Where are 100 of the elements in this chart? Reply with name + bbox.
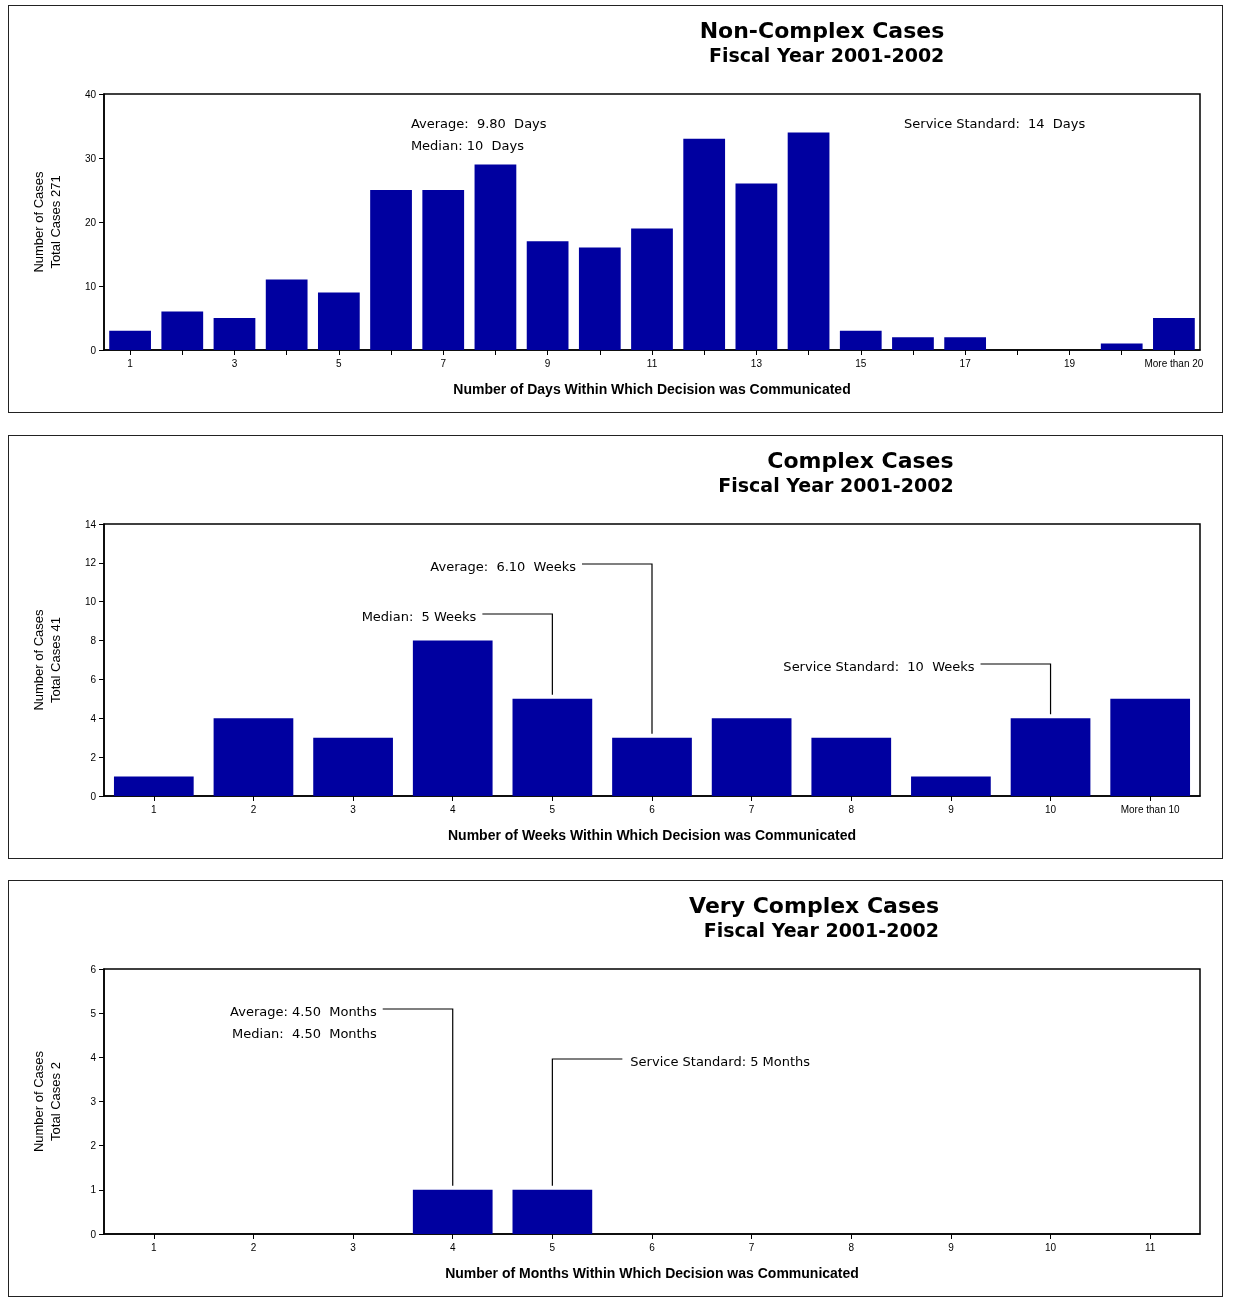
x-tick-label: 15 — [855, 357, 867, 369]
bar — [944, 337, 987, 350]
y-tick-label: 12 — [84, 557, 97, 569]
annotation: Service Standard: 14 Days — [904, 115, 1086, 131]
y-axis-title: Number of Cases Total Cases 271 — [31, 170, 63, 273]
y-axis-title: Number of Cases Total Cases 41 — [31, 608, 63, 711]
annotation: Service Standard: 10 Weeks — [783, 658, 975, 674]
y-tick-label: 0 — [90, 344, 97, 356]
y-tick-label: 10 — [84, 596, 97, 608]
y-tick-label: 4 — [90, 712, 97, 724]
bar — [412, 640, 493, 796]
y-tick-label: 2 — [90, 751, 97, 763]
bar — [113, 776, 194, 796]
y-axis-title: Number of Cases Total Cases 2 — [31, 1050, 63, 1153]
bar — [422, 190, 465, 350]
x-tick-label: 4 — [449, 1241, 456, 1253]
x-tick-label: 8 — [848, 803, 855, 815]
x-tick-label: 3 — [231, 357, 238, 369]
bar — [631, 228, 673, 350]
x-tick-label: 17 — [959, 357, 972, 369]
y-tick-label: 3 — [90, 1096, 97, 1107]
x-tick-label: 7 — [748, 1241, 755, 1253]
annotation: Average: 4.50 Months Median: 4.50 Months — [230, 1003, 377, 1041]
y-tick-label: 8 — [90, 635, 97, 647]
y-tick-label: 10 — [84, 280, 97, 292]
y-tick-label: 14 — [84, 518, 97, 530]
x-tick-label: 5 — [549, 803, 556, 815]
y-tick-label: 20 — [84, 216, 97, 228]
bar — [213, 318, 256, 350]
chart-title: Non-Complex Cases — [699, 17, 945, 43]
x-tick-label: 2 — [250, 1241, 257, 1253]
x-tick-label: 5 — [336, 357, 343, 369]
bar — [1100, 343, 1143, 350]
y-tick-label: 6 — [90, 963, 97, 975]
x-tick-label: 10 — [1044, 1241, 1057, 1253]
bar — [161, 311, 204, 350]
bar — [526, 241, 569, 350]
x-tick-label: 11 — [646, 357, 658, 369]
bar — [787, 132, 830, 350]
bar — [1010, 718, 1091, 796]
annotation: Average: 6.10 Weeks — [430, 558, 577, 574]
bar — [213, 718, 294, 796]
bar — [711, 718, 792, 796]
x-tick-label: 9 — [948, 803, 955, 815]
x-tick-label: 6 — [649, 803, 656, 815]
bar — [892, 337, 934, 350]
y-tick-label: 0 — [90, 790, 97, 802]
x-tick-label: 19 — [1063, 357, 1076, 369]
x-axis-title: Number of Months Within Which Decision was Communicated — [445, 1265, 859, 1281]
x-tick-label: 9 — [544, 357, 551, 369]
x-tick-label: 1 — [151, 803, 158, 815]
y-tick-label: 6 — [90, 673, 97, 685]
x-tick-label: 4 — [449, 803, 456, 815]
bar — [265, 279, 308, 350]
x-tick-label: 6 — [649, 1241, 656, 1253]
bar — [578, 247, 621, 350]
bar — [370, 190, 412, 350]
y-tick-label: 1 — [90, 1184, 97, 1196]
x-tick-label: 1 — [127, 357, 134, 369]
x-tick-label: 5 — [549, 1241, 556, 1253]
bar — [109, 330, 151, 350]
bar — [612, 737, 692, 796]
bar — [911, 776, 991, 796]
chart-title: Very Complex Cases — [689, 892, 940, 918]
x-tick-label: 10 — [1044, 803, 1057, 815]
bar — [317, 292, 360, 350]
x-tick-label: 2 — [250, 803, 257, 815]
x-tick-label: More than 10 — [1120, 803, 1181, 815]
bar — [735, 183, 778, 350]
x-tick-label: 3 — [350, 803, 357, 815]
bar — [839, 330, 882, 350]
chart-subtitle: Fiscal Year 2001-2002 — [718, 473, 954, 496]
bar — [683, 138, 726, 350]
y-tick-label: 0 — [90, 1228, 97, 1240]
annotation: Average: 9.80 Days Median: 10 Days — [410, 115, 547, 153]
bar — [1110, 698, 1191, 796]
x-tick-label: 8 — [848, 1241, 855, 1253]
x-tick-label: 3 — [350, 1241, 357, 1253]
x-tick-label: 7 — [440, 357, 447, 369]
x-tick-label: 13 — [750, 357, 763, 369]
bar — [474, 164, 517, 350]
bar — [811, 737, 892, 796]
annotation: Service Standard: 5 Months — [630, 1053, 811, 1069]
bar — [1153, 318, 1195, 350]
chart-title: Complex Cases — [767, 447, 954, 473]
x-tick-label: More than 20 — [1144, 357, 1204, 369]
x-tick-label: 11 — [1144, 1241, 1156, 1253]
x-axis-title: Number of Weeks Within Which Decision was Communicated — [447, 827, 857, 843]
chart-subtitle: Fiscal Year 2001-2002 — [703, 918, 940, 941]
y-tick-label: 40 — [84, 88, 97, 100]
bar — [512, 698, 593, 796]
chart-subtitle: Fiscal Year 2001-2002 — [708, 43, 945, 66]
bar — [313, 737, 393, 796]
y-tick-label: 4 — [90, 1051, 97, 1063]
x-axis-title: Number of Days Within Which Decision was Communicated — [453, 381, 851, 397]
y-tick-label: 5 — [90, 1007, 97, 1019]
x-tick-label: 9 — [948, 1241, 955, 1253]
annotation: Median: 5 Weeks — [361, 608, 477, 624]
y-tick-label: 2 — [90, 1140, 97, 1152]
x-tick-label: 7 — [748, 803, 755, 815]
